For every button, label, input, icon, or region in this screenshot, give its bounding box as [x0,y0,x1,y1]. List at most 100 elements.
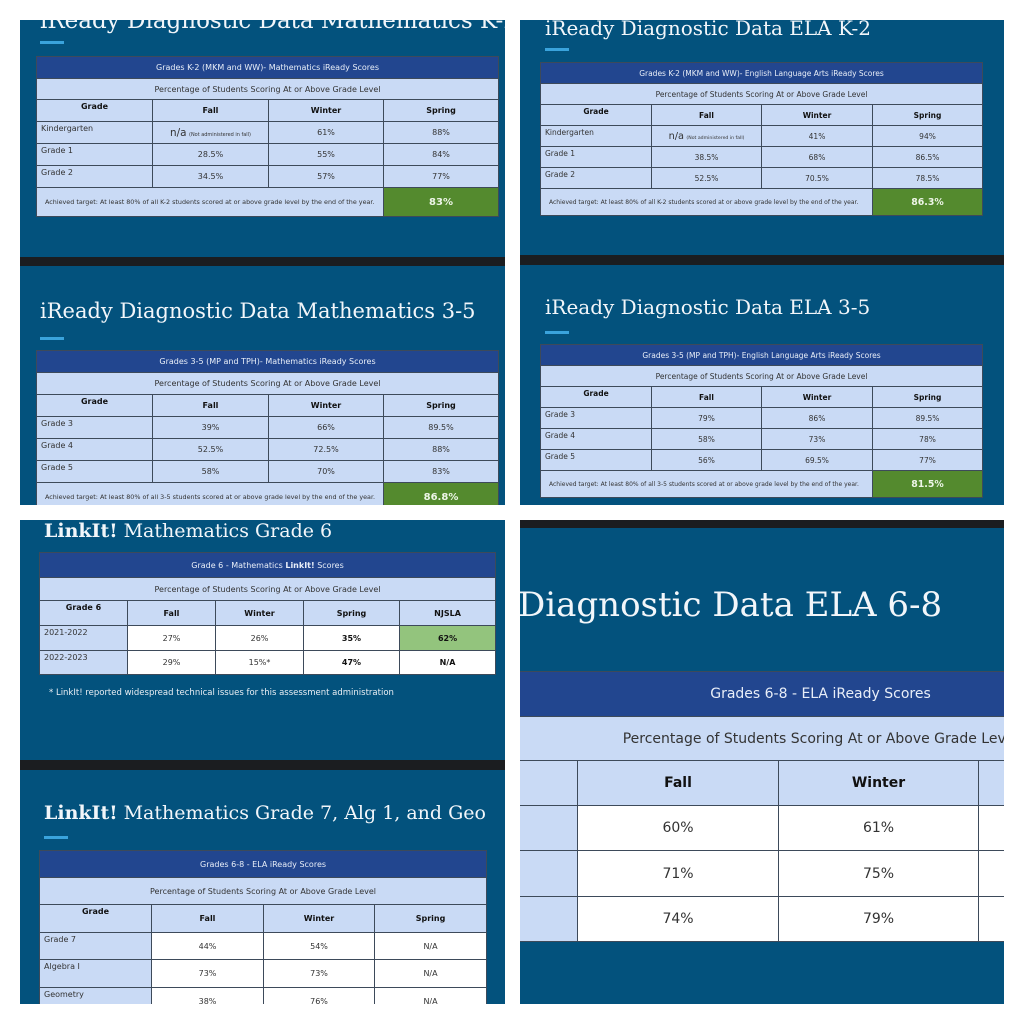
table-row: Kindergarten n/a (Not administered in fal… [36,121,500,144]
score-cell: 61% [778,805,979,851]
score-value: n/a [170,126,187,139]
table-subheading: Percentage of Students Scoring At or Abo… [38,577,497,601]
slide-title: Diagnostic Data ELA 6-8 [520,585,942,625]
table-row: Grades 3-5 (MP and TPH)- English Languag… [539,344,984,366]
score-cell: 71% [577,850,779,897]
column-header: Winter [761,386,873,408]
title-text: Diagnostic Data ELA 6-8 [520,585,943,625]
column-header: Winter [268,99,384,122]
column-header: Fall [651,386,762,408]
table-row: Achieved target: At least 80% of all 3-5… [540,470,984,498]
row-label: Grade 7 [39,932,152,960]
column-header: Winter [215,600,304,626]
score-cell: 62% [398,625,497,651]
column-header: Spring [871,386,984,408]
table-row: 2021-2022 27% 26% 35% 62% [39,625,497,651]
slide-title: iReady Diagnostic Data ELA K-2 [545,20,871,40]
score-cell: 74% [577,896,779,942]
slide-title: iReady Diagnostic Data Mathematics 3-5 [40,299,476,323]
table-row: Grade 3 79% 86% 89.5% [540,407,984,429]
column-header [978,760,1004,806]
score-cell: 66% [268,416,384,439]
row-label: 2021-2022 [39,625,128,651]
table-row: Grade 5 58% 70% 83% [36,460,499,483]
target-label: Achieved target: At least 80% of all K-2… [540,188,873,216]
column-header: Spring [382,99,500,122]
slide-ela-6-8: Diagnostic Data ELA 6-8 Grades 6-8 - ELA … [520,520,1004,1004]
table-row: Percentage of Students Scoring At or Abo… [35,78,500,100]
title-text: iReady Diagnostic Data ELA K-2 [545,20,871,40]
score-cell: 57% [268,165,384,188]
column-header: Grade [540,104,652,126]
scores-table: Grades 6-8 - ELA iReady Scores Percentage… [38,850,488,1004]
score-cell: N/A [373,959,488,988]
table-subheading: Percentage of Students Scoring At or Abo… [539,83,984,105]
row-label: Grade 1 [540,146,652,168]
column-header: Winter [778,760,979,806]
score-cell: 26% [215,625,304,651]
scores-table: Grades 3-5 (MP and TPH)- Mathematics iRe… [36,350,499,505]
row-label: Grade 5 [540,449,652,471]
table-subheading: Percentage of Students Scoring At or Abo… [35,78,500,100]
column-header: Grade [36,394,153,417]
table-row: 2022-2023 29% 15%* 47% N/A [39,650,497,675]
table-row: Grade 2 52.5% 70.5% 78.5% [540,167,984,189]
table-row: 74% 79% [520,896,1004,942]
column-header: NJSLA [398,600,497,626]
score-cell: 27% [127,625,216,651]
row-label: Geometry [39,987,152,1004]
score-cell: 89.5% [383,416,499,439]
score-cell: 89.5% [871,407,984,429]
score-value: n/a [668,130,685,142]
table-row: Grade 1 38.5% 68% 86.5% [540,146,984,168]
table-row: Geometry 38% 76% N/A [39,987,488,1004]
column-header: Grade [36,99,153,122]
score-cell [978,805,1004,851]
table-row: Achieved target: At least 80% of all 3-5… [36,482,499,505]
row-label: Grade 2 [36,165,153,188]
table-subheading: Percentage of Students Scoring At or Abo… [38,877,488,905]
title-text: iReady Diagnostic Data Mathematics 3-5 [40,299,476,323]
row-label: Grade 5 [36,460,153,483]
title-accent-line [40,337,64,340]
slide-title: LinkIt! Mathematics Grade 6 [44,520,332,542]
score-cell: 78.5% [871,167,984,189]
slide-ela-k2: iReady Diagnostic Data ELA K-2 Grades K-2… [520,20,1004,265]
row-label [520,850,578,897]
score-cell: 15%* [215,650,304,675]
score-cell: 55% [268,143,384,166]
column-header: Winter [263,904,375,933]
title-accent-line [44,836,68,839]
table-row: Grades 6-8 - ELA iReady Scores [520,671,1004,717]
score-cell: 69.5% [761,449,873,471]
score-cell: n/a (Not administered in fall) [152,121,269,144]
scores-table: Grades K-2 (MKM and WW)- English Languag… [539,62,984,216]
slide-linkit-grade7: LinkIt! Mathematics Grade 7, Alg 1, and … [20,770,505,1004]
column-header: Fall [152,394,269,417]
score-cell: n/a (Not administered in fall) [651,125,762,147]
score-cell: 70.5% [761,167,873,189]
table-row: Grades K-2 (MKM and WW)- Mathematics iRe… [35,56,500,79]
footer-bar [520,520,1004,528]
footer-bar [520,255,1004,265]
table-row: Grade 6 Fall Winter Spring NJSLA [39,600,497,626]
table-row: Grade 3 39% 66% 89.5% [36,416,499,439]
table-subheading: Percentage of Students Scoring At or Abo… [539,365,984,387]
table-row: Grades 3-5 (MP and TPH)- Mathematics iRe… [36,350,499,373]
target-label: Achieved target: At least 80% of all K-2… [36,187,384,217]
table-row: Grade Fall Winter Spring [540,386,984,408]
score-cell: 34.5% [152,165,269,188]
title-accent-line [40,41,64,44]
column-header: Fall [152,99,269,122]
title-text: Mathematics Grade 7, Alg 1, and Geo [117,802,486,824]
table-row: Percentage of Students Scoring At or Abo… [38,877,488,905]
score-cell: 58% [651,428,762,450]
table-row: Grades 6-8 - ELA iReady Scores [38,850,488,878]
score-cell: 47% [303,650,400,675]
row-label: Kindergarten [540,125,652,147]
table-caption: Grades 6-8 - ELA iReady Scores [520,671,1004,717]
score-cell: 68% [761,146,873,168]
row-label: Grade 3 [36,416,153,439]
column-header: Fall [651,104,762,126]
score-cell: 39% [152,416,269,439]
